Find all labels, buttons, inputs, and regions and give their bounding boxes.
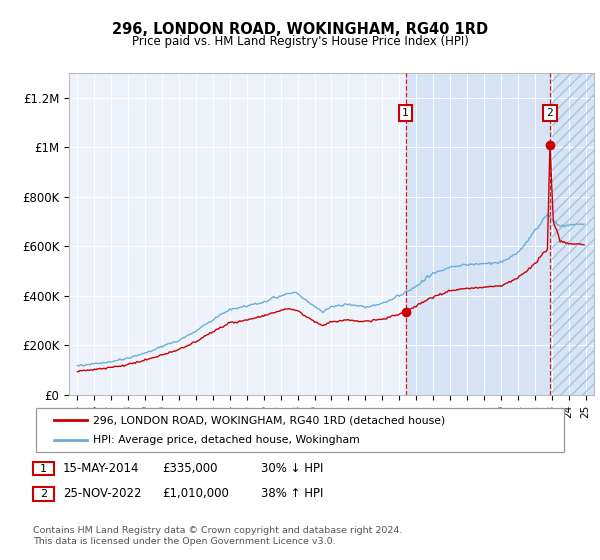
Text: 296, LONDON ROAD, WOKINGHAM, RG40 1RD (detached house): 296, LONDON ROAD, WOKINGHAM, RG40 1RD (d…	[93, 415, 445, 425]
Text: £335,000: £335,000	[162, 462, 218, 475]
Text: 2: 2	[547, 108, 553, 118]
Text: 1: 1	[402, 108, 409, 118]
Text: 30% ↓ HPI: 30% ↓ HPI	[261, 462, 323, 475]
Text: Contains HM Land Registry data © Crown copyright and database right 2024.
This d: Contains HM Land Registry data © Crown c…	[33, 526, 403, 546]
Text: 15-MAY-2014: 15-MAY-2014	[63, 462, 139, 475]
Bar	[551, 73, 594, 395]
Text: HPI: Average price, detached house, Wokingham: HPI: Average price, detached house, Woki…	[93, 435, 360, 445]
Text: Price paid vs. HM Land Registry's House Price Index (HPI): Price paid vs. HM Land Registry's House …	[131, 35, 469, 48]
Text: £1,010,000: £1,010,000	[162, 487, 229, 501]
Bar	[406, 73, 594, 395]
Text: 38% ↑ HPI: 38% ↑ HPI	[261, 487, 323, 501]
Text: 25-NOV-2022: 25-NOV-2022	[63, 487, 142, 501]
Text: 1: 1	[40, 464, 47, 474]
Text: 2: 2	[40, 489, 47, 499]
Text: 296, LONDON ROAD, WOKINGHAM, RG40 1RD: 296, LONDON ROAD, WOKINGHAM, RG40 1RD	[112, 22, 488, 38]
